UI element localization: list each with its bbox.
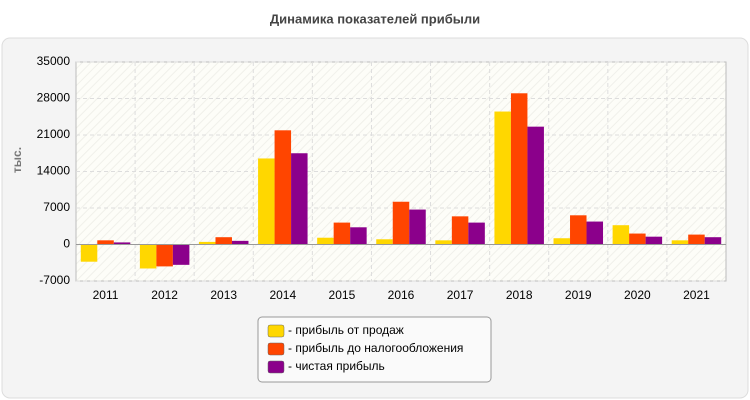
legend-swatch — [267, 324, 285, 338]
bar — [510, 93, 528, 245]
bar — [113, 242, 131, 245]
bar — [198, 241, 216, 245]
y-tick-label: -7000 — [39, 273, 70, 287]
bar — [527, 126, 544, 245]
x-tick-label: 2011 — [93, 288, 119, 302]
x-tick-label: 2021 — [683, 288, 710, 302]
x-tick-label: 2018 — [506, 288, 533, 302]
bar — [392, 201, 410, 245]
bar — [215, 237, 232, 245]
y-tick-label: 0 — [63, 237, 70, 251]
bar — [553, 238, 571, 245]
legend-swatch — [267, 342, 285, 356]
bar — [350, 227, 367, 245]
bar — [156, 244, 173, 267]
x-tick-label: 2015 — [329, 288, 356, 302]
bar — [274, 130, 292, 245]
bar — [435, 240, 452, 245]
bar — [570, 215, 587, 245]
bar — [468, 222, 485, 245]
x-tick-label: 2016 — [388, 288, 415, 302]
bar — [494, 111, 511, 245]
y-tick-label: 35000 — [37, 54, 71, 68]
bar — [409, 209, 426, 245]
legend-label: - прибыль до налогообложения — [288, 341, 463, 355]
x-tick-label: 2019 — [565, 288, 592, 302]
y-tick-label: 28000 — [37, 91, 71, 105]
bar — [629, 233, 646, 245]
bar — [317, 237, 334, 245]
bar — [586, 221, 604, 245]
bar — [97, 240, 114, 245]
x-tick-label: 2017 — [447, 288, 474, 302]
legend-label: - прибыль от продаж — [288, 323, 404, 337]
bar — [376, 239, 393, 245]
bar — [671, 240, 689, 245]
y-axis-label: тыс. — [10, 147, 24, 173]
bar — [451, 216, 469, 245]
y-tick-label: 14000 — [37, 164, 71, 178]
legend-swatch — [267, 360, 285, 374]
bar — [258, 158, 275, 245]
chart-title: Динамика показателей прибыли — [270, 11, 480, 26]
x-tick-label: 2012 — [151, 288, 178, 302]
bar — [688, 234, 705, 245]
x-tick-label: 2020 — [624, 288, 651, 302]
legend-label: - чистая прибыль — [288, 359, 385, 373]
bar — [333, 222, 351, 245]
bar — [704, 237, 722, 245]
bar — [139, 244, 157, 269]
y-tick-label: 7000 — [43, 200, 70, 214]
y-tick-label: 21000 — [37, 127, 71, 141]
bar — [612, 225, 630, 245]
x-tick-label: 2014 — [269, 288, 296, 302]
bar — [80, 244, 98, 262]
x-tick-label: 2013 — [210, 288, 237, 302]
bar — [291, 153, 308, 245]
legend — [257, 316, 492, 383]
bar — [231, 240, 249, 245]
bar — [645, 236, 663, 245]
bar — [172, 244, 190, 265]
